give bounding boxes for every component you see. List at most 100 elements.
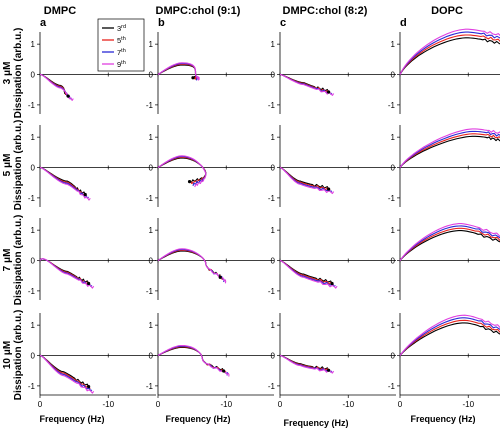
y-tick-label: -1	[268, 382, 276, 391]
y-tick-label: -1	[268, 194, 276, 203]
y-tick-label: 1	[271, 226, 276, 235]
end-point-marker	[191, 76, 195, 80]
series-line-5th	[279, 259, 335, 286]
y-tick-label: 0	[149, 257, 154, 266]
y-tick-label: 1	[391, 321, 396, 330]
panel-r3-dopc: -1 0 1	[388, 218, 500, 300]
series-line-7th	[399, 317, 500, 356]
y-tick-label: -1	[28, 101, 36, 110]
y-tick-label: -1	[388, 194, 396, 203]
panel-r1-dmpc: -1 0 1	[28, 32, 156, 114]
series-line-7th	[399, 31, 500, 75]
legend: 3rd 5th 7th 9th	[97, 18, 145, 72]
series-line-5th	[399, 34, 500, 75]
y-tick-label: -1	[388, 287, 396, 296]
row-concentration-7um: 7 μM	[2, 249, 13, 272]
end-point-marker	[327, 187, 331, 191]
x-tick-label: 0	[278, 400, 283, 409]
panel-letter-c: c	[280, 17, 286, 29]
x-axis-label-col2: Frequency (Hz)	[165, 414, 230, 424]
panel-r2-dmpc-chol-8-2: -1 0 1	[268, 125, 396, 207]
legend-label-3rd: 3rd	[117, 24, 126, 33]
series-line-5th	[399, 227, 500, 261]
y-tick-label: 0	[271, 257, 276, 266]
panel-r3-dmpc-chol-9-1: -1 0 1	[146, 218, 274, 300]
series-line-9th	[399, 314, 500, 356]
y-tick-label: 0	[149, 71, 154, 80]
row-label-1: 3 μM Dissipation (arb.u.)	[2, 28, 24, 119]
y-tick-label: -1	[388, 382, 396, 391]
series-line-5th	[279, 166, 331, 191]
series-line-9th	[39, 166, 91, 201]
panel-letter-b: b	[158, 17, 165, 29]
y-tick-label: 0	[149, 164, 154, 173]
end-point-marker	[222, 369, 226, 373]
y-tick-label: -1	[146, 287, 154, 296]
series-line-9th	[157, 344, 230, 377]
y-tick-label: 1	[31, 321, 36, 330]
x-tick-label: 0	[38, 400, 43, 409]
series-line-9th	[279, 354, 335, 374]
y-tick-label: 1	[271, 133, 276, 142]
end-point-marker	[83, 192, 87, 197]
row-label-4: 10 μM Dissipation (arb.u.)	[2, 310, 24, 401]
series-line-9th	[279, 166, 335, 195]
x-tick-label: 0	[398, 400, 403, 409]
column-title-dmpc-chol-9-1: DMPC:chol (9:1)	[156, 5, 241, 17]
series-line-3rd	[399, 322, 500, 356]
x-tick-label: 0	[156, 400, 161, 409]
series-line-7th	[399, 225, 500, 261]
y-tick-label: 1	[391, 133, 396, 142]
y-tick-label: 1	[149, 133, 154, 142]
row-label-3: 7 μM Dissipation (arb.u.)	[2, 215, 24, 306]
y-tick-label: 0	[271, 352, 276, 361]
column-title-dmpc-chol-8-2: DMPC:chol (8:2)	[283, 5, 368, 17]
series-line-5th	[157, 346, 227, 374]
y-tick-label: 1	[391, 226, 396, 235]
y-tick-label: 0	[31, 352, 36, 361]
row-label-2: 5 μM Dissipation (arb.u.)	[2, 120, 24, 211]
y-tick-label: -1	[28, 382, 36, 391]
x-axis-label-col4: Frequency (Hz)	[410, 414, 475, 424]
y-tick-label: -1	[28, 194, 36, 203]
end-point-marker	[218, 275, 222, 279]
end-point-marker	[87, 281, 91, 286]
y-tick-label: 0	[31, 164, 36, 173]
panel-r2-dmpc-chol-9-1: -1 0 1	[146, 125, 274, 207]
legend-label-5th: 5th	[117, 36, 126, 45]
end-point-marker	[187, 180, 192, 184]
end-point-marker	[327, 368, 331, 372]
x-tick-label: -10	[102, 400, 114, 409]
y-tick-label: 1	[149, 226, 154, 235]
legend-entry-3rd: 3rd	[102, 24, 126, 33]
row-concentration-3um: 3 μM	[2, 62, 13, 85]
panel-r3-dmpc-chol-8-2: -1 0 1	[268, 218, 396, 300]
y-tick-label: 0	[31, 257, 36, 266]
series-line-5th	[157, 156, 207, 185]
legend-entry-9th: 9th	[102, 60, 126, 69]
series-line-3rd	[157, 157, 207, 183]
y-tick-label: 0	[271, 71, 276, 80]
legend-entry-7th: 7th	[102, 48, 126, 57]
series-line-7th	[157, 345, 228, 376]
end-point-marker	[330, 281, 334, 286]
series-line-9th	[39, 258, 95, 289]
x-axis-label-col1: Frequency (Hz)	[39, 414, 104, 424]
y-tick-label: 1	[31, 133, 36, 142]
y-tick-label: 0	[31, 71, 36, 80]
series-line-9th	[399, 128, 500, 168]
y-tick-label: 0	[391, 164, 396, 173]
panel-r1-dmpc-chol-9-1: -1 0 1	[146, 32, 274, 114]
y-tick-label: 0	[271, 164, 276, 173]
y-tick-label: 1	[149, 40, 154, 49]
series-line-3rd	[399, 230, 500, 261]
row-ylabel-2: Dissipation (arb.u.)	[13, 120, 24, 211]
panel-r3-dmpc: -1 0 1	[28, 218, 156, 300]
y-tick-label: -1	[146, 101, 154, 110]
series-line-9th	[399, 223, 500, 261]
panel-r2-dmpc: -1 0 1	[28, 125, 156, 207]
series-line-9th	[157, 62, 200, 81]
